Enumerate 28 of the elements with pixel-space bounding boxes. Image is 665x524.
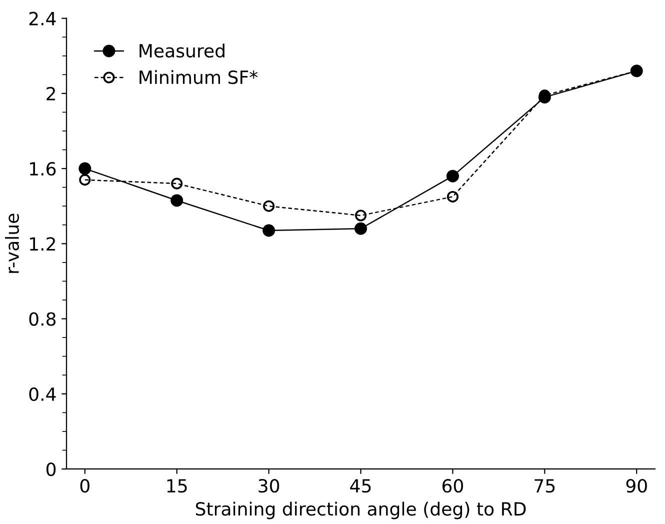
point [354,222,368,235]
point [446,170,459,182]
y-tick-label: 2.4 [29,12,56,26]
point [354,210,367,222]
x-tick-label: 45 [350,479,371,493]
point [262,224,276,237]
x-tick-label: 0 [80,479,90,493]
y-tick-label: 0 [46,462,56,476]
y-tick-label: 0.8 [29,312,56,326]
point [446,190,458,202]
x-axis-title: Straining direction angle (deg) to RD [196,502,526,520]
x-tick-label: 60 [442,479,464,493]
y-tick-label: 1.2 [30,237,55,251]
y-tick-label: 1.6 [30,162,56,176]
x-tick-label: 75 [534,479,555,493]
x-tick-label: 90 [626,479,647,493]
point [78,162,92,175]
point [79,174,91,186]
point [171,178,183,190]
y-tick-label: 2 [46,86,55,100]
legend-label: Measured [140,44,224,58]
x-tick-label: 15 [167,479,187,493]
point [170,194,184,207]
point [263,200,275,212]
y-tick-label: 0.4 [29,387,56,401]
x-tick-label: 30 [258,479,280,493]
legend-label: Minimum SF* [140,70,258,84]
y-axis-title: r-value [5,214,20,273]
